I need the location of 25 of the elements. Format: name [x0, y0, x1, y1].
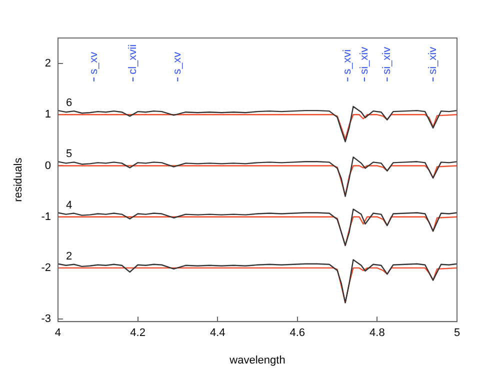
- ref-line-label: s_xvi: [342, 49, 354, 74]
- x-tick-label: 4.4: [210, 327, 226, 340]
- x-tick-label: 4.2: [130, 327, 146, 340]
- ref-line-label: si_xiv: [381, 46, 394, 74]
- ref-line-label: si_xiv: [427, 46, 440, 74]
- x-tick-label: 4: [54, 327, 62, 340]
- ref-line-label: si_xiv: [358, 46, 370, 74]
- y-tick-label: -2: [41, 262, 51, 274]
- y-tick-label: 0: [44, 160, 51, 172]
- y-tick-label: -3: [41, 313, 51, 326]
- x-axis-title: wavelength: [228, 354, 286, 366]
- y-tick-label: 2: [44, 58, 51, 70]
- ref-line-label: cl_xvii: [127, 44, 140, 74]
- series-label: 5: [66, 148, 72, 160]
- y-tick-label: 1: [44, 108, 51, 121]
- ref-line-label: s_xv: [172, 51, 184, 74]
- series-label: 2: [66, 250, 72, 262]
- series-label: 4: [66, 199, 72, 212]
- y-axis-title: residuals: [12, 157, 25, 202]
- series-label: 6: [66, 97, 72, 110]
- ref-line-label: s_xv: [88, 51, 100, 74]
- y-tick-label: -1: [41, 210, 51, 223]
- x-tick-label: 5: [454, 327, 460, 340]
- x-tick-label: 4.6: [290, 327, 306, 340]
- x-tick-label: 4.8: [370, 327, 385, 340]
